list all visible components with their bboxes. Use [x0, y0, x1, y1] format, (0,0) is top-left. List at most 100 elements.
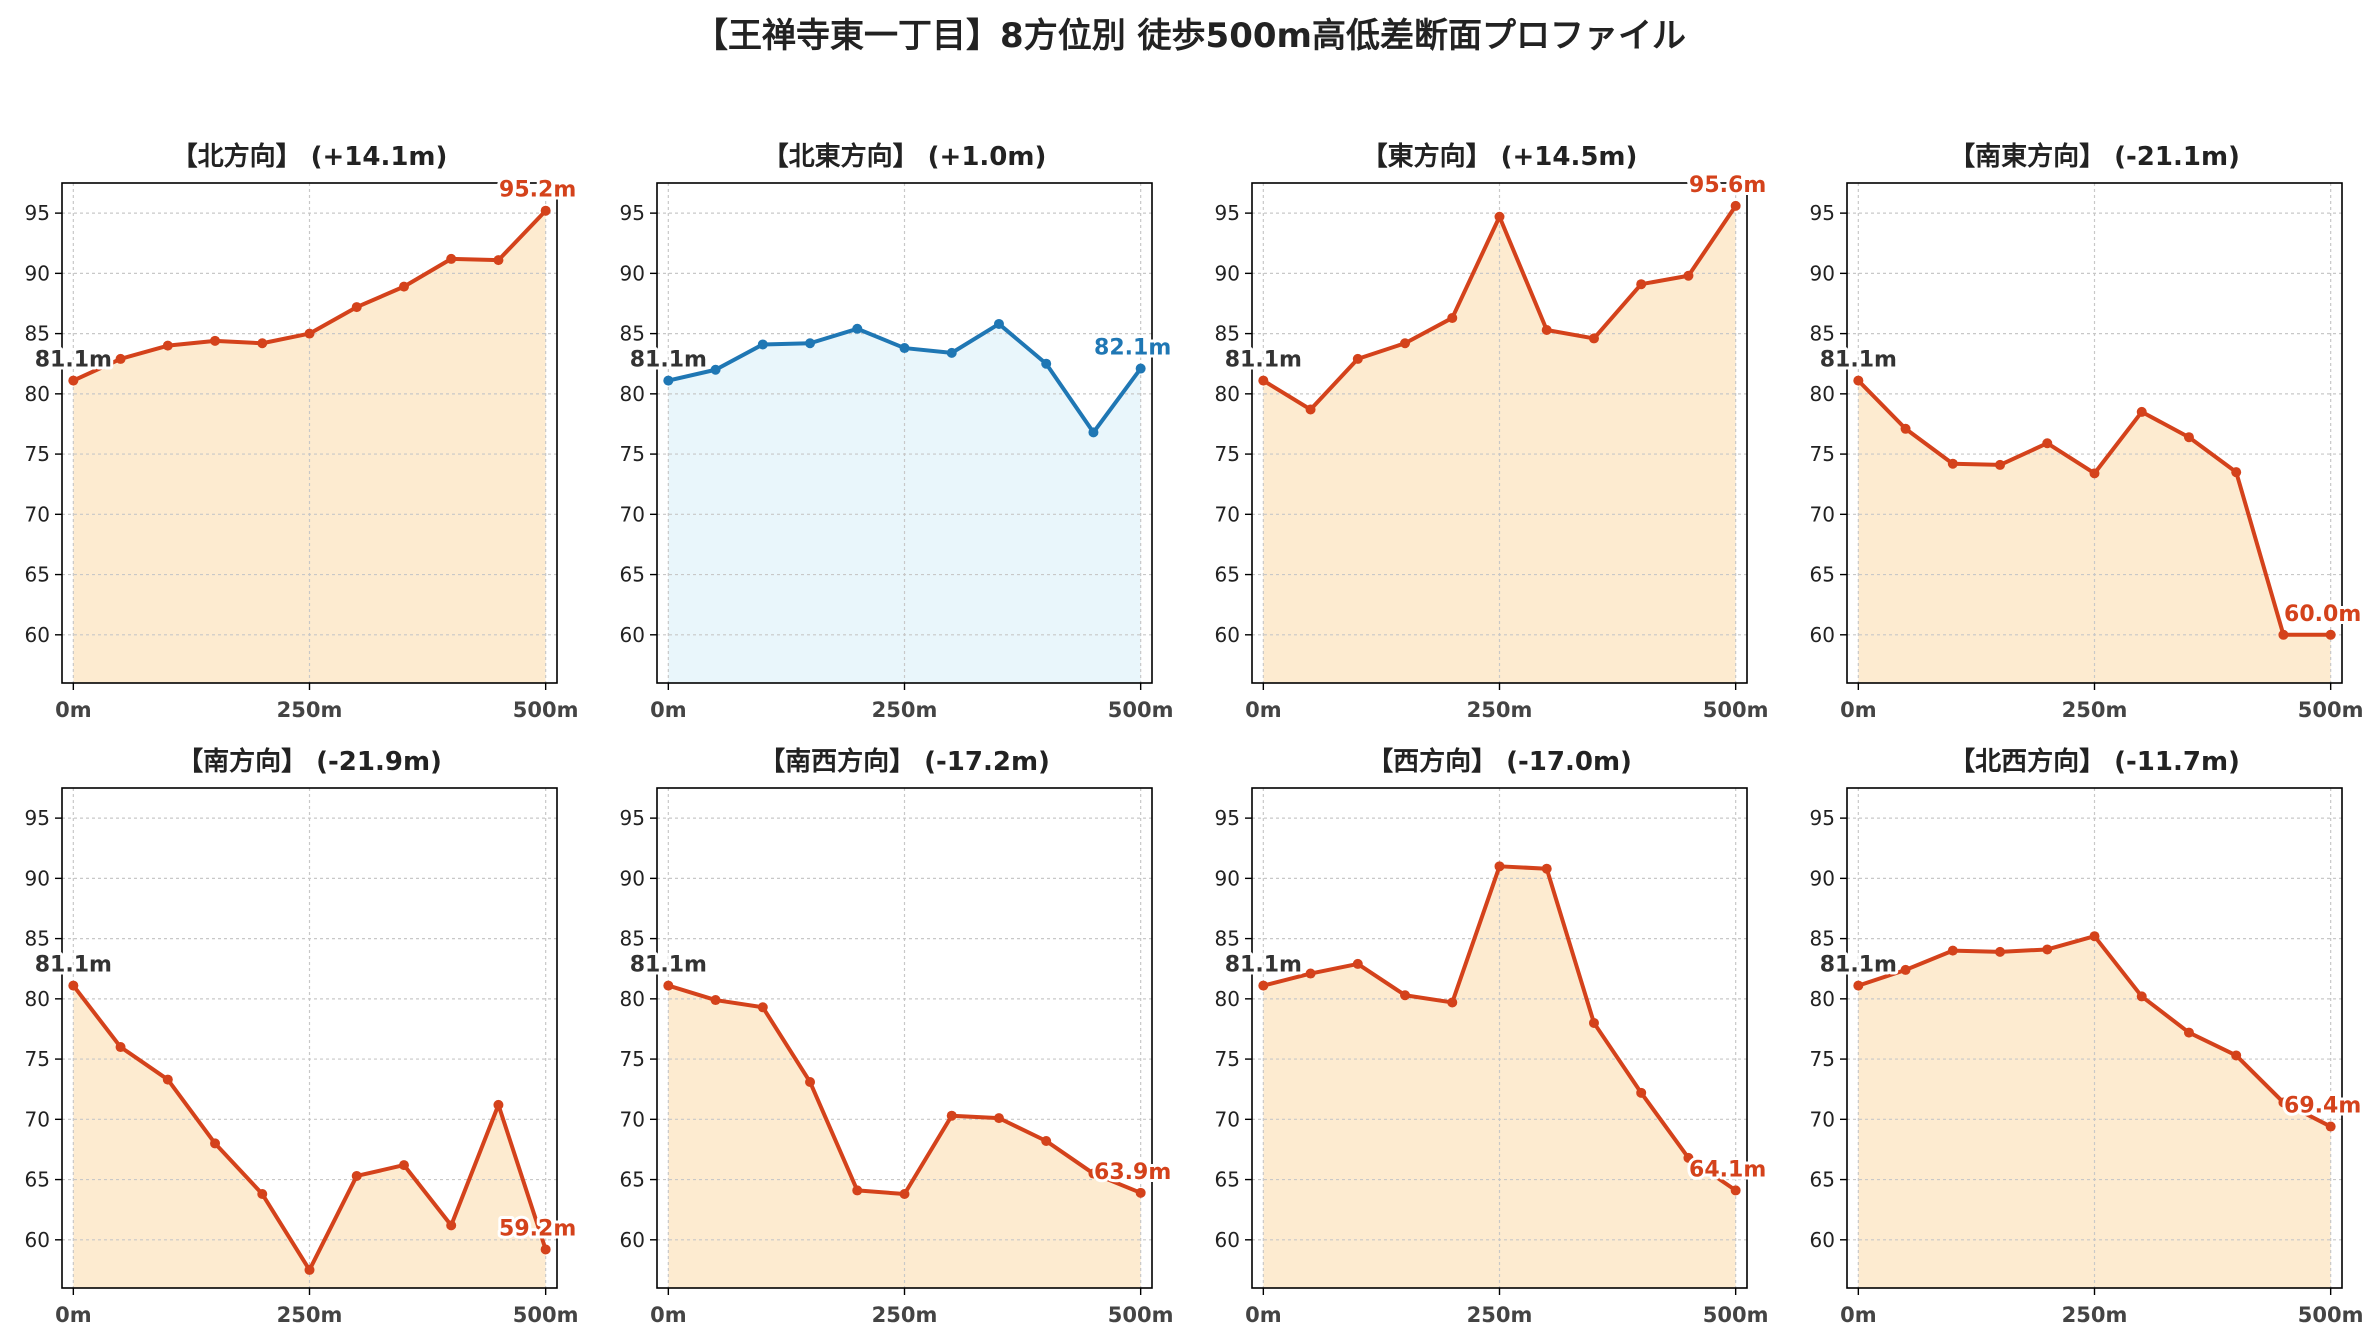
- data-point: [2183, 432, 2194, 443]
- data-point: [68, 980, 79, 991]
- y-tick-label: 60: [1810, 1228, 1835, 1252]
- data-point: [1995, 459, 2006, 470]
- data-point: [2231, 467, 2242, 478]
- data-point: [946, 347, 957, 358]
- data-point: [1352, 958, 1363, 969]
- y-tick-label: 75: [25, 442, 50, 466]
- data-point: [210, 335, 221, 346]
- data-point: [1541, 863, 1552, 874]
- data-point: [1041, 358, 1052, 369]
- data-point: [710, 995, 721, 1006]
- y-tick-label: 95: [1215, 806, 1240, 830]
- data-point: [1135, 363, 1146, 374]
- y-tick-label: 65: [620, 1168, 645, 1192]
- data-point: [1636, 1087, 1647, 1098]
- x-tick-label: 250m: [2062, 1303, 2128, 1327]
- y-tick-label: 70: [25, 1107, 50, 1131]
- x-tick-label: 0m: [1245, 1303, 1282, 1327]
- end-elevation-label: 59.2m: [499, 1216, 576, 1241]
- data-point: [1258, 375, 1269, 386]
- data-point: [115, 353, 126, 364]
- data-point: [2278, 1097, 2289, 1108]
- x-tick-label: 500m: [513, 698, 579, 722]
- start-elevation-label: 81.1m: [1225, 953, 1302, 978]
- start-elevation-label: 81.1m: [1820, 953, 1897, 978]
- y-tick-label: 70: [1215, 1107, 1240, 1131]
- data-point: [1900, 423, 1911, 434]
- data-point: [1588, 333, 1599, 344]
- data-point: [540, 205, 551, 216]
- data-point: [2089, 468, 2100, 479]
- x-tick-label: 0m: [1245, 698, 1282, 722]
- x-tick-label: 250m: [2062, 698, 2128, 722]
- y-tick-label: 75: [1215, 442, 1240, 466]
- data-point: [493, 255, 504, 266]
- subplot-title: 【東方向】 (+14.5m): [1362, 141, 1638, 172]
- y-tick-label: 60: [620, 1228, 645, 1252]
- y-tick-label: 90: [1215, 261, 1240, 285]
- data-point: [1258, 980, 1269, 991]
- data-point: [2136, 991, 2147, 1002]
- x-tick-label: 500m: [2298, 698, 2364, 722]
- data-point: [493, 1099, 504, 1110]
- data-point: [1730, 200, 1741, 211]
- subplot-1: 【北方向】 (+14.1m) 60 65 70 75 80 85 90 95 0m 250m 500m…: [25, 141, 580, 722]
- data-point: [68, 375, 79, 386]
- y-tick-label: 60: [25, 1228, 50, 1252]
- data-point: [899, 343, 910, 354]
- start-elevation-label: 81.1m: [630, 953, 707, 978]
- data-point: [351, 302, 362, 313]
- y-tick-label: 90: [620, 261, 645, 285]
- data-point: [1447, 312, 1458, 323]
- y-tick-label: 80: [1810, 987, 1835, 1011]
- y-tick-label: 95: [25, 806, 50, 830]
- data-point: [1135, 1187, 1146, 1198]
- x-tick-label: 250m: [277, 1303, 343, 1327]
- data-point: [2325, 629, 2336, 640]
- subplot-title: 【南西方向】 (-17.2m): [759, 746, 1050, 777]
- data-point: [2042, 438, 2053, 449]
- subplot-title: 【北方向】 (+14.1m): [172, 141, 448, 172]
- x-tick-label: 500m: [1703, 1303, 1769, 1327]
- y-tick-label: 80: [620, 382, 645, 406]
- y-tick-label: 80: [1810, 382, 1835, 406]
- elevation-area: [73, 985, 546, 1288]
- y-tick-label: 95: [1810, 201, 1835, 225]
- y-tick-label: 90: [25, 261, 50, 285]
- data-point: [1853, 980, 1864, 991]
- start-elevation-label: 81.1m: [1225, 348, 1302, 373]
- y-tick-label: 75: [1810, 1047, 1835, 1071]
- y-tick-label: 90: [1215, 866, 1240, 890]
- y-tick-label: 70: [1810, 1107, 1835, 1131]
- start-elevation-label: 81.1m: [630, 348, 707, 373]
- data-point: [710, 364, 721, 375]
- data-point: [162, 340, 173, 351]
- data-point: [2231, 1050, 2242, 1061]
- y-tick-label: 80: [25, 987, 50, 1011]
- y-tick-label: 75: [25, 1047, 50, 1071]
- data-point: [899, 1189, 910, 1200]
- y-tick-label: 60: [620, 623, 645, 647]
- data-point: [852, 323, 863, 334]
- data-point: [162, 1074, 173, 1085]
- end-elevation-label: 95.6m: [1689, 173, 1766, 198]
- data-point: [2325, 1121, 2336, 1132]
- data-point: [351, 1170, 362, 1181]
- x-tick-label: 250m: [1467, 1303, 1533, 1327]
- x-tick-label: 500m: [513, 1303, 579, 1327]
- data-point: [257, 338, 268, 349]
- data-point: [115, 1042, 126, 1053]
- x-tick-label: 250m: [872, 1303, 938, 1327]
- y-tick-label: 85: [1215, 927, 1240, 951]
- start-elevation-label: 81.1m: [35, 953, 112, 978]
- data-point: [2089, 931, 2100, 942]
- data-point: [1683, 270, 1694, 281]
- y-tick-label: 85: [1215, 322, 1240, 346]
- y-tick-label: 95: [1215, 201, 1240, 225]
- data-point: [257, 1189, 268, 1200]
- y-tick-label: 90: [1810, 261, 1835, 285]
- data-point: [1588, 1017, 1599, 1028]
- data-point: [805, 1076, 816, 1087]
- y-tick-label: 85: [25, 322, 50, 346]
